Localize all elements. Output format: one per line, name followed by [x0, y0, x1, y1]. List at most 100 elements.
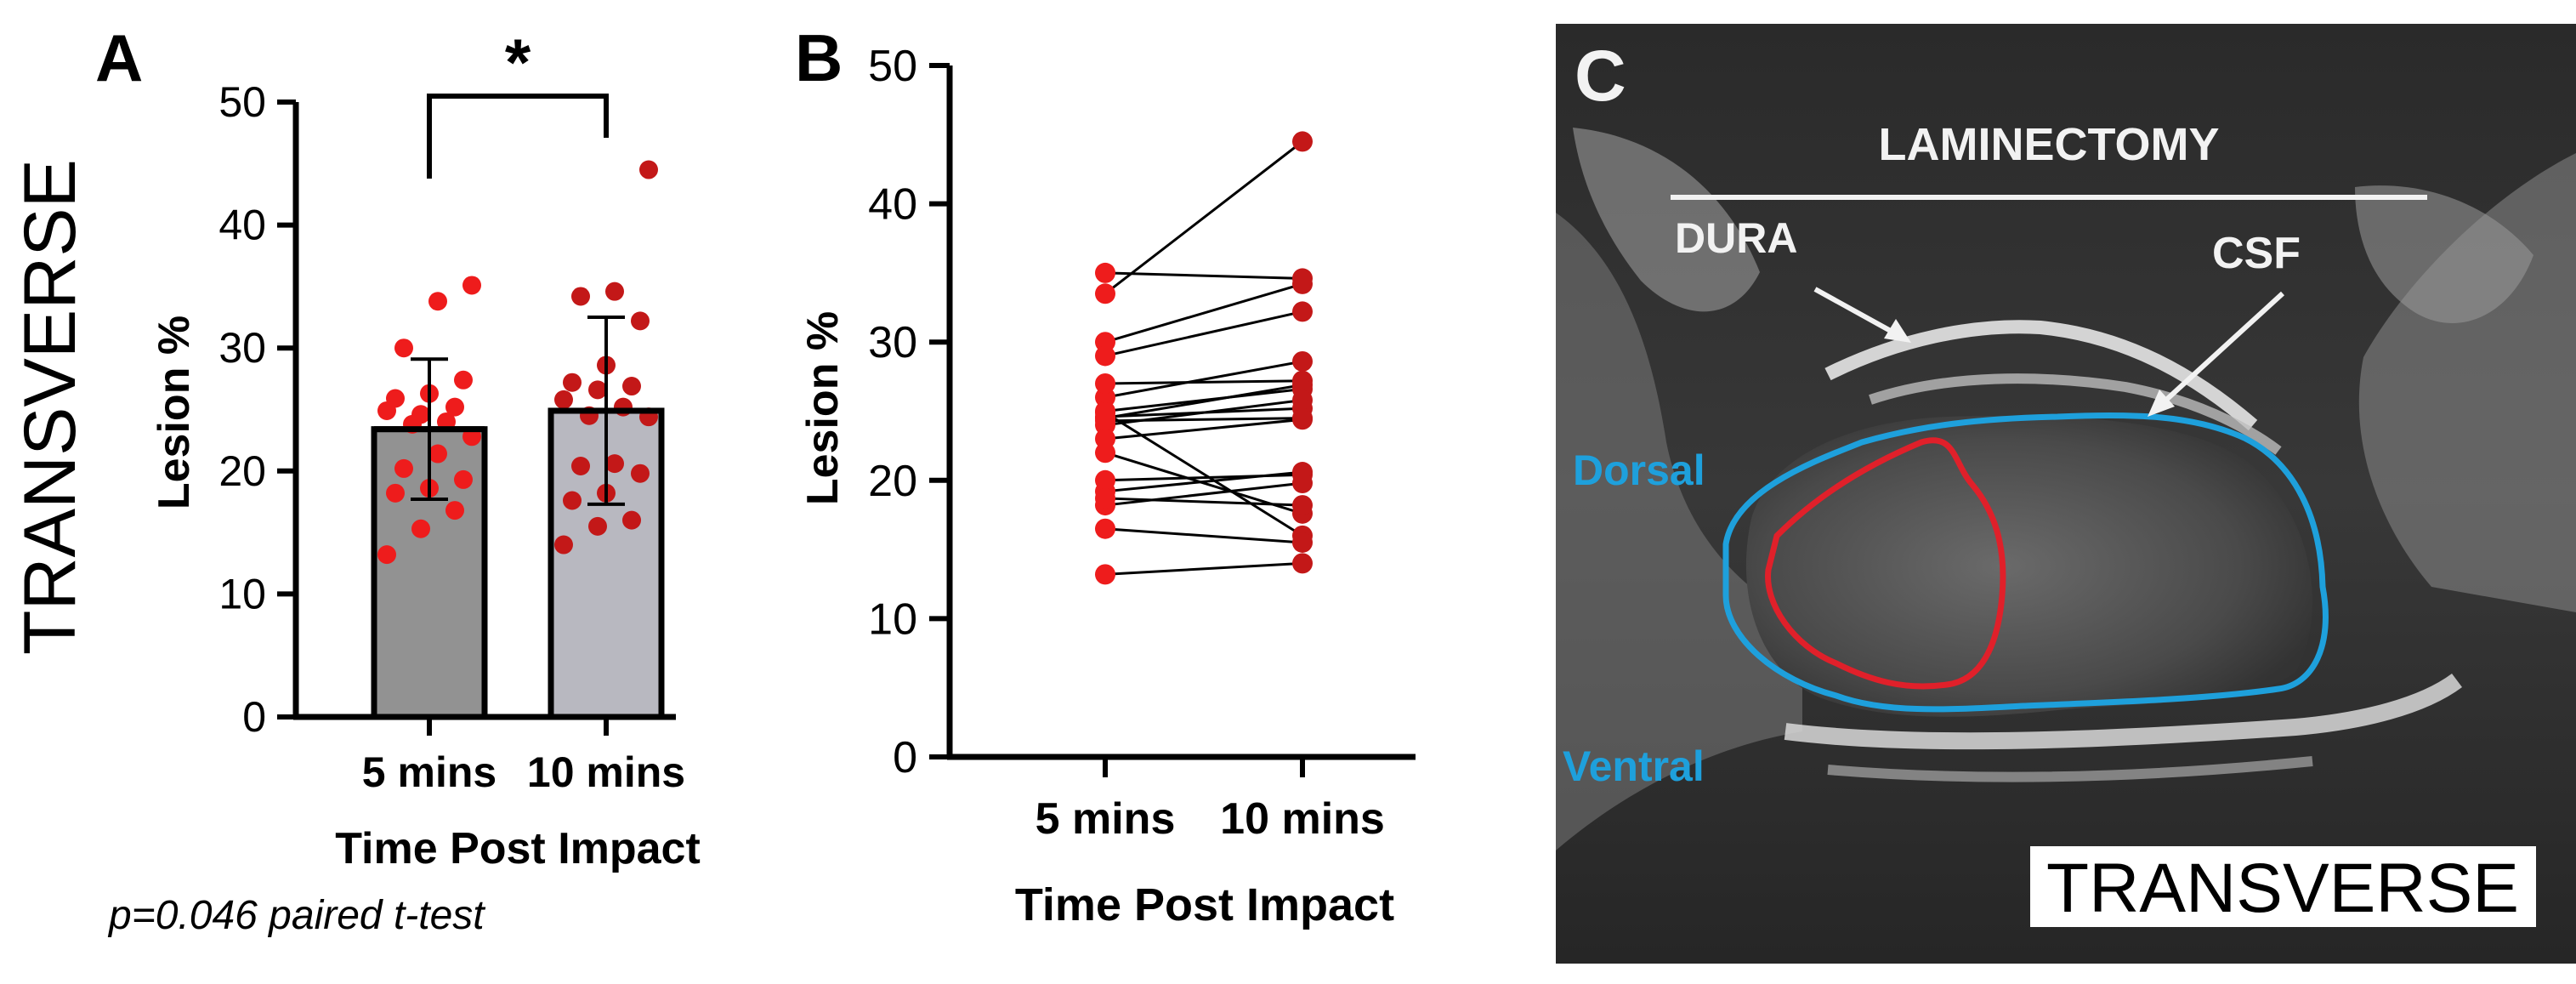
data-point	[411, 405, 430, 424]
data-point	[454, 370, 473, 390]
pair-line	[1104, 481, 1303, 507]
pair-line	[1104, 527, 1303, 544]
upper-right-bone	[2355, 185, 2533, 323]
data-point-10min	[1292, 301, 1313, 322]
pair-line	[1104, 282, 1303, 344]
dura-label: DURA	[1675, 214, 1797, 262]
x-tick-label: 5 mins	[1036, 794, 1176, 844]
panel-b-tick-labels: 0 10 20 30 40 50 5 mins 10 mins	[868, 42, 1385, 844]
panel-c-label: C	[1575, 36, 1626, 116]
data-point	[588, 516, 607, 536]
panel-b-lines	[1104, 140, 1303, 576]
csf-arrowhead	[2148, 390, 2175, 417]
y-tick-label: 30	[218, 324, 266, 372]
data-point-10min	[1292, 553, 1313, 574]
data-point	[631, 311, 650, 331]
data-point-5min	[1095, 262, 1115, 283]
data-point-5min	[1095, 442, 1115, 464]
data-point	[631, 464, 650, 483]
data-point	[462, 276, 481, 295]
data-point-5min	[1095, 373, 1115, 394]
y-tick-label: 50	[218, 78, 266, 126]
data-point-10min	[1292, 495, 1313, 516]
panel-a-error-bars	[374, 316, 661, 506]
data-point	[386, 389, 405, 408]
panel-b-ylabel: Lesion %	[798, 311, 848, 505]
data-point	[605, 454, 624, 474]
data-point-10min	[1292, 273, 1313, 294]
panel-c: LAMINECTOMY DURA CSF Dorsal Ventral C TR…	[1556, 24, 2576, 964]
data-point-10min	[1292, 473, 1313, 494]
data-point	[554, 535, 573, 555]
pair-line	[1104, 497, 1303, 507]
y-tick-label: 40	[218, 202, 266, 249]
data-point	[571, 287, 590, 306]
pair-line	[1104, 271, 1303, 280]
spinal-cord-area	[1745, 415, 2312, 717]
y-tick-label: 10	[868, 594, 917, 644]
data-point	[563, 491, 582, 510]
pair-line	[1104, 411, 1303, 538]
panel-b: B 0 10 20 30 40 50 5 mins 10 mins Lesion % Time…	[795, 20, 1416, 930]
panel-a: A 0 10 20 30 40 50 5 mins 10 mins * Lesion % Ti…	[95, 20, 701, 938]
left-tissue-region	[1556, 213, 1802, 850]
data-point	[571, 457, 590, 476]
data-point-5min	[1095, 487, 1115, 509]
pair-line	[1104, 384, 1303, 420]
data-point-10min	[1292, 532, 1313, 553]
view-label-box	[2030, 846, 2536, 927]
csf-arrow	[2153, 291, 2285, 412]
pair-line	[1104, 140, 1303, 295]
dura-echo-inner	[1869, 373, 2282, 455]
ventral-label: Ventral	[1563, 742, 1705, 790]
view-label: TRANSVERSE	[2046, 850, 2519, 927]
laminectomy-label: LAMINECTOMY	[1879, 119, 2220, 170]
data-point	[554, 390, 573, 409]
panel-a-label: A	[95, 20, 143, 95]
data-point	[411, 519, 430, 538]
y-tick-label: 20	[868, 457, 917, 506]
panel-b-points	[1095, 131, 1313, 585]
data-point	[428, 444, 447, 464]
pair-line	[1104, 407, 1303, 418]
ventral-echo-lower	[1827, 756, 2313, 782]
data-point	[454, 469, 473, 489]
pair-line	[1104, 310, 1303, 357]
y-tick-label: 20	[218, 447, 266, 495]
y-tick-label: 40	[868, 180, 917, 230]
panel-a-tick-labels: 0 10 20 30 40 50 5 mins 10 mins	[218, 78, 685, 796]
data-point	[445, 397, 464, 417]
data-point	[386, 483, 405, 503]
lesion-outline	[1765, 437, 2006, 690]
x-tick-label: 10 mins	[527, 748, 685, 796]
data-point-10min	[1292, 131, 1313, 152]
ventral-echo	[1784, 673, 2462, 750]
panel-a-footnote: p=0.046 paired t-test	[107, 893, 485, 938]
x-tick-label: 5 mins	[362, 748, 496, 796]
pair-line	[1104, 379, 1303, 385]
panel-a-ylabel: Lesion %	[150, 316, 199, 509]
data-point	[605, 282, 624, 301]
y-tick-label: 0	[893, 733, 917, 782]
data-point	[445, 501, 464, 520]
pair-line	[1104, 417, 1303, 423]
data-point	[377, 545, 396, 565]
data-point	[622, 510, 641, 530]
pair-line	[1104, 360, 1303, 399]
data-point	[639, 160, 658, 179]
cord-outline	[1722, 412, 2329, 713]
upper-left-bone	[1573, 128, 1760, 312]
panel-b-axes	[929, 63, 1416, 777]
data-point-5min	[1095, 345, 1115, 367]
panel-b-label: B	[795, 20, 843, 95]
data-point-5min	[1095, 402, 1115, 424]
y-tick-label: 50	[868, 42, 917, 91]
significance-star: *	[505, 25, 531, 100]
data-point	[588, 380, 607, 400]
data-point-5min	[1095, 283, 1115, 304]
pair-line	[1104, 561, 1303, 576]
x-tick-label: 10 mins	[1220, 794, 1385, 844]
data-point	[394, 338, 413, 358]
y-tick-label: 10	[218, 570, 266, 617]
